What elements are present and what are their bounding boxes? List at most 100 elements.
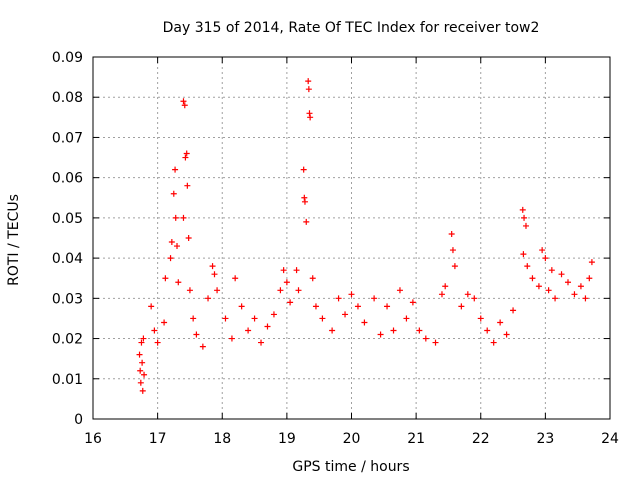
data-point [307, 114, 314, 121]
chart-title: Day 315 of 2014, Rate Of TEC Index for r… [163, 20, 540, 36]
data-point [168, 239, 175, 246]
data-point [185, 235, 192, 241]
data-point [148, 303, 155, 310]
data-point [571, 291, 578, 298]
data-point [464, 291, 471, 298]
data-point [377, 331, 384, 338]
data-point [319, 315, 326, 322]
data-point [564, 279, 571, 286]
data-point [137, 379, 144, 386]
y-tick-label: 0 [74, 412, 83, 428]
data-point [535, 283, 542, 290]
data-point [181, 102, 188, 109]
data-point [552, 295, 559, 302]
data-point [582, 295, 589, 302]
x-tick-label: 24 [601, 431, 619, 447]
x-axis-label: GPS time / hours [292, 459, 409, 475]
data-point [184, 182, 191, 189]
data-point [190, 315, 197, 322]
data-point [183, 150, 190, 157]
data-points [136, 78, 595, 394]
y-tick-label: 0.05 [52, 211, 83, 227]
y-tick-label: 0.07 [52, 130, 83, 146]
data-point [529, 275, 536, 282]
data-point [448, 230, 455, 237]
data-point [232, 275, 239, 282]
data-point [154, 339, 161, 346]
x-tick-label: 20 [343, 431, 361, 447]
data-point [283, 279, 290, 286]
data-point [342, 311, 349, 318]
data-point [390, 327, 397, 334]
data-point [588, 259, 595, 266]
data-point [438, 291, 445, 298]
data-point [449, 247, 456, 254]
data-point [329, 327, 336, 334]
data-point [301, 198, 308, 205]
data-point [199, 343, 206, 350]
data-point [586, 275, 593, 282]
data-point [471, 295, 478, 302]
data-point [172, 214, 179, 221]
data-point [497, 319, 504, 326]
data-point [137, 367, 144, 374]
data-point [548, 267, 555, 274]
x-tick-label: 17 [149, 431, 167, 447]
data-point [175, 279, 182, 286]
data-point [222, 315, 229, 322]
data-point [524, 263, 531, 270]
data-point [228, 335, 235, 342]
data-point [416, 327, 423, 334]
data-point [403, 315, 410, 322]
data-point [293, 267, 300, 274]
data-point [335, 295, 342, 302]
data-point [214, 287, 221, 294]
data-point [211, 271, 218, 278]
y-axis-label: ROTI / TECUs [6, 194, 22, 286]
data-point [238, 303, 245, 310]
data-point [384, 303, 391, 310]
data-point [510, 307, 517, 314]
data-point [490, 339, 497, 346]
data-point [139, 387, 146, 394]
y-tick-label: 0.02 [52, 332, 83, 348]
data-point [180, 98, 187, 105]
data-point [558, 271, 565, 278]
data-point [361, 319, 368, 326]
data-point [300, 166, 307, 173]
data-point [161, 319, 168, 326]
data-point [270, 311, 277, 318]
y-tick-label: 0.06 [52, 171, 83, 187]
data-point [277, 287, 284, 294]
data-point [521, 214, 528, 221]
data-point [432, 339, 439, 346]
data-point [139, 359, 146, 366]
x-tick-label: 18 [213, 431, 231, 447]
data-point [138, 339, 145, 346]
x-tick-label: 16 [84, 431, 102, 447]
data-point [451, 263, 458, 270]
data-point [182, 154, 189, 161]
data-point [312, 303, 319, 310]
data-point [354, 303, 361, 310]
data-point [477, 315, 484, 322]
data-point [193, 331, 200, 338]
x-tick-label: 23 [536, 431, 554, 447]
data-point [258, 339, 265, 346]
y-tick-label: 0.03 [52, 291, 83, 307]
data-point [151, 327, 158, 334]
data-point [371, 295, 378, 302]
data-point [306, 110, 313, 117]
data-point [520, 251, 527, 258]
x-tick-label: 19 [278, 431, 296, 447]
data-point [287, 299, 294, 306]
data-point [209, 263, 216, 270]
data-point [264, 323, 271, 330]
grid-lines [93, 57, 610, 419]
data-point [180, 214, 187, 221]
data-point [136, 351, 143, 358]
y-tick-label: 0.08 [52, 90, 83, 106]
data-point [305, 78, 312, 85]
data-point [422, 335, 429, 342]
